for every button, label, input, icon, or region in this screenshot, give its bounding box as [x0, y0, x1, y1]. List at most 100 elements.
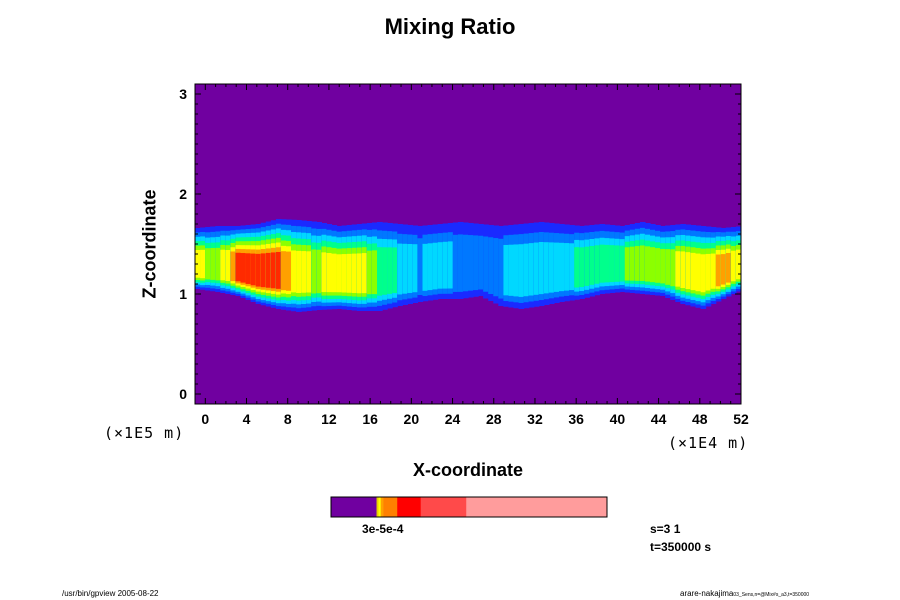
x-tick-label: 4 — [243, 411, 251, 427]
footer-run-id: 03_Sens,n=@Mix#s_a3,t=350000 — [733, 592, 810, 598]
heatmap-cell — [574, 247, 580, 288]
colorbar-segment — [466, 497, 608, 517]
y-tick-label: 1 — [179, 286, 187, 302]
footer-command: /usr/bin/gpview 2005-08-22 — [62, 589, 159, 598]
heatmap-cell — [468, 235, 474, 291]
heatmap-cell — [326, 253, 333, 293]
colorbar-tick-labels: 3e-5e-4 — [362, 522, 404, 536]
heatmap-cell — [457, 234, 464, 292]
heatmap-cell — [230, 251, 237, 282]
heatmap-cell — [604, 244, 611, 283]
heatmap-cell — [675, 251, 681, 287]
colorbar-segment — [420, 497, 467, 517]
heatmap-cell — [407, 244, 413, 293]
x-tick-label: 12 — [321, 411, 337, 427]
colorbar — [330, 496, 608, 518]
heatmap-cell — [286, 251, 292, 291]
heatmap-cell — [417, 238, 424, 295]
heatmap-cell — [427, 243, 434, 291]
heatmap-cell — [690, 252, 697, 291]
heatmap-cell — [488, 237, 494, 294]
heatmap-cell — [402, 243, 408, 294]
heatmap-cell — [387, 247, 393, 294]
colorbar-segment — [376, 497, 379, 517]
heatmap-cell — [321, 252, 328, 293]
heatmap-cell — [553, 242, 560, 292]
colorbar-segment — [383, 497, 398, 517]
heatmap-cell — [240, 253, 247, 283]
heatmap-cell — [543, 242, 550, 294]
heatmap-cell — [548, 242, 555, 293]
heatmap-cell — [301, 251, 307, 293]
heatmap-cell — [523, 243, 530, 297]
colorbar-segment — [380, 497, 384, 517]
heatmap-cell — [422, 243, 429, 291]
footer-author: arare-nakajima03_Sens,n=@Mix#s_a3,t=3500… — [680, 589, 809, 598]
heatmap-cell — [665, 249, 671, 285]
x-tick-label: 0 — [201, 411, 209, 427]
x-tick-label: 40 — [610, 411, 626, 427]
heatmap-cell — [644, 246, 651, 282]
heatmap-cell — [518, 244, 525, 297]
heatmap-cell — [412, 244, 419, 293]
heatmap-cell — [478, 235, 484, 290]
heatmap-cell — [377, 247, 383, 296]
heatmap-cell — [564, 243, 570, 291]
heatmap-cell — [629, 246, 636, 281]
heatmap-cell — [270, 252, 277, 289]
heatmap-cell — [220, 249, 226, 281]
heatmap-cell — [579, 247, 585, 288]
heatmap-cell — [356, 253, 363, 294]
heatmap-cell — [599, 244, 606, 283]
colorbar-segment — [397, 497, 421, 517]
x-tick-label: 16 — [362, 411, 378, 427]
heatmap-cell — [306, 251, 312, 293]
x-tick-label: 28 — [486, 411, 502, 427]
heatmap-cell — [619, 245, 626, 282]
heatmap-cell — [538, 242, 545, 295]
colorbar-segment — [331, 497, 377, 517]
heatmap-cell — [730, 250, 737, 282]
x-tick-label: 20 — [404, 411, 420, 427]
heatmap-cell — [280, 251, 287, 291]
heatmap-cell — [670, 249, 676, 287]
heatmap-cell — [493, 238, 499, 297]
heatmap-cell — [680, 251, 686, 288]
heatmap-cell — [291, 250, 297, 293]
heatmap-cell — [473, 235, 479, 291]
heatmap-cell — [351, 253, 358, 293]
heatmap-cell — [660, 248, 666, 284]
heatmap-cell — [508, 244, 515, 296]
heatmap-cell — [655, 248, 661, 283]
y-scale-label: (×1E5 m) — [104, 424, 185, 442]
x-axis-label: X-coordinate — [412, 460, 523, 480]
heatmap-cell — [250, 253, 257, 286]
heatmap-cell — [255, 253, 262, 287]
heatmap-cell — [503, 244, 510, 296]
heatmap-cell — [442, 241, 449, 289]
heatmap-cell — [498, 238, 504, 299]
heatmap-cell — [392, 247, 398, 294]
x-tick-label: 44 — [651, 411, 667, 427]
heatmap-cell — [200, 249, 206, 279]
heatmap-cell — [720, 254, 727, 285]
heatmap-cell — [569, 243, 575, 291]
heatmap-cell — [382, 247, 388, 295]
heatmap-cell — [225, 250, 231, 281]
heatmap-cell — [462, 234, 469, 292]
x-tick-label: 52 — [733, 411, 749, 427]
heatmap-cell — [609, 245, 616, 283]
y-axis-label: Z-coordinate — [139, 189, 160, 299]
heatmap-cell — [634, 246, 641, 281]
heatmap-cell — [432, 242, 439, 290]
heatmap-cell — [594, 245, 601, 284]
x-tick-label: 36 — [568, 411, 584, 427]
heatmap-cell — [316, 249, 322, 294]
heatmap-cell — [235, 252, 242, 282]
heatmap-cell — [483, 236, 489, 292]
heatmap-cell — [614, 245, 621, 282]
heatmap-cell — [215, 247, 221, 281]
heatmap-cell — [336, 254, 343, 293]
chart-title: Mixing Ratio — [384, 14, 516, 39]
footer-author-name: arare-nakajima — [680, 589, 734, 598]
